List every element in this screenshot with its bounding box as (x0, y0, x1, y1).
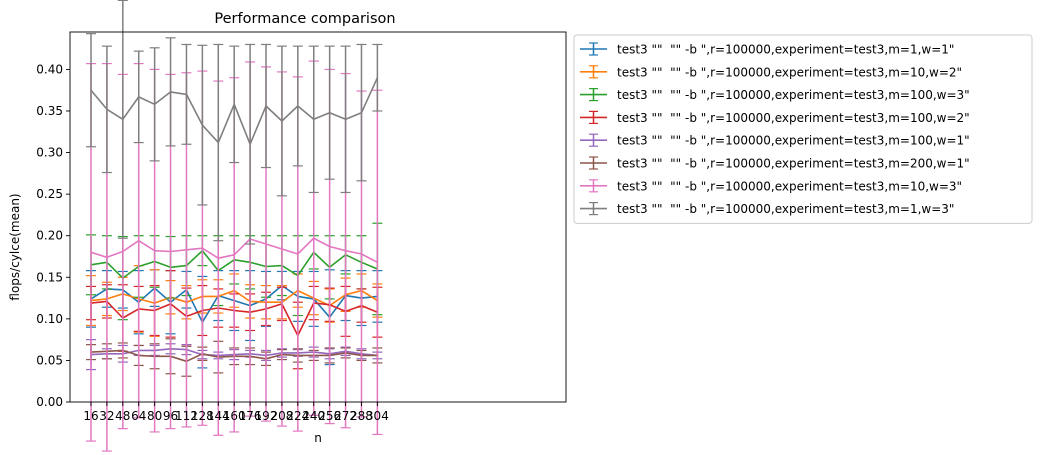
axes: 0.00 0.05 0.10 0.15 0.20 0.25 0.30 0.35 0.40 16 32… (36, 31, 567, 423)
x-tick-label: 64 (131, 409, 146, 423)
legend-entry-2: test3 "" "" -b ",r=100000,experiment=tes… (580, 65, 962, 79)
x-tick-label: 32 (99, 409, 114, 423)
x-tick-label: 144 (207, 409, 230, 423)
x-tick-label: 128 (191, 409, 214, 423)
legend: test3 "" "" -b ",r=100000,experiment=tes… (573, 34, 1033, 224)
legend-entry-3: test3 "" "" -b ",r=100000,experiment=tes… (580, 87, 970, 102)
legend-label: test3 "" "" -b ",r=100000,experiment=tes… (617, 43, 954, 57)
chart-title: Performance comparison (214, 11, 395, 27)
legend-entry-5: test3 "" "" -b ",r=100000,experiment=tes… (580, 133, 970, 148)
y-tick-label: 0.40 (36, 62, 63, 76)
legend-entry-8: test3 "" "" -b ",r=100000,experiment=tes… (580, 202, 954, 216)
legend-label: test3 "" "" -b ",r=100000,experiment=tes… (617, 65, 962, 79)
legend-label: test3 "" "" -b ",r=100000,experiment=tes… (617, 111, 970, 125)
x-tick-label: 304 (366, 409, 389, 423)
x-tick-label: 208 (270, 409, 293, 423)
x-tick-label: 48 (115, 409, 130, 423)
y-tick-label: 0.10 (36, 312, 63, 326)
series-line (90, 77, 379, 145)
x-tick-label: 176 (239, 409, 262, 423)
x-tick-label: 80 (147, 409, 162, 423)
x-tick-label: 112 (175, 409, 198, 423)
x-axis-label: n (314, 431, 322, 445)
legend-label: test3 "" "" -b ",r=100000,experiment=tes… (617, 134, 970, 148)
series-8 (86, 0, 383, 245)
x-tick-label: 160 (223, 409, 246, 423)
legend-label: test3 "" "" -b ",r=100000,experiment=tes… (617, 179, 962, 193)
legend-box (573, 34, 1033, 224)
legend-label: test3 "" "" -b ",r=100000,experiment=tes… (617, 202, 954, 216)
x-tick-label: 240 (302, 409, 325, 423)
y-tick-label: 0.30 (36, 146, 63, 160)
x-tick-label: 96 (163, 409, 178, 423)
legend-entry-6: test3 "" "" -b ",r=100000,experiment=tes… (580, 156, 970, 171)
y-axis-label: flops/cylce(mean) (8, 193, 22, 300)
x-tick-label: 288 (350, 409, 373, 423)
x-tick-label: 16 (83, 409, 98, 423)
plot-area (86, 0, 383, 452)
x-tick-label: 256 (318, 409, 341, 423)
legend-label: test3 "" "" -b ",r=100000,experiment=tes… (617, 88, 970, 102)
x-tick-label: 272 (334, 409, 357, 423)
y-tick-label: 0.35 (36, 104, 63, 118)
legend-label: test3 "" "" -b ",r=100000,experiment=tes… (617, 157, 970, 171)
legend-entry-4: test3 "" "" -b ",r=100000,experiment=tes… (580, 110, 970, 125)
y-tick-label: 0.15 (36, 270, 63, 284)
plot-frame (69, 31, 567, 403)
y-tick-label: 0.25 (36, 187, 63, 201)
y-tick-label: 0.00 (36, 395, 63, 409)
series-line (90, 237, 378, 264)
y-tick-label: 0.05 (36, 353, 63, 367)
legend-entry-7: test3 "" "" -b ",r=100000,experiment=tes… (580, 179, 962, 193)
y-tick-label: 0.20 (36, 229, 63, 243)
x-tick-label: 224 (286, 409, 309, 423)
legend-entry-1: test3 "" "" -b ",r=100000,experiment=tes… (580, 42, 954, 57)
x-tick-label: 192 (255, 409, 278, 423)
